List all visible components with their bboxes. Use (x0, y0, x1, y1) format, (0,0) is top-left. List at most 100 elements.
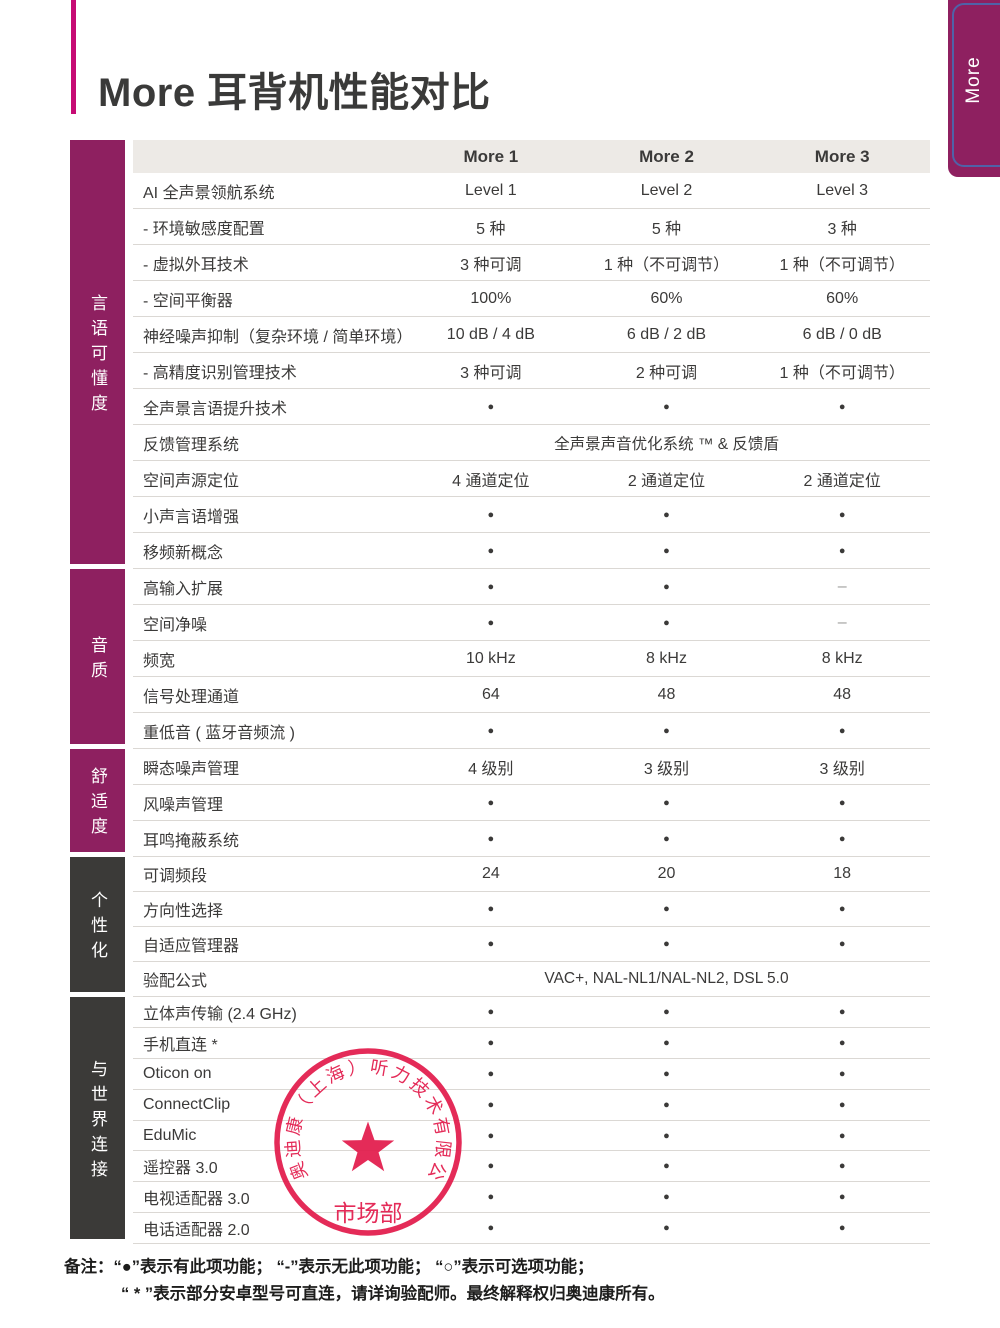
feature-dot: ● (838, 400, 846, 413)
category-label: 音质 (70, 569, 125, 744)
feature-dot: ● (487, 508, 495, 521)
footnote-line-1: 备注：“●”表示有此项功能； “-”表示无此项功能； “○”表示可选项功能； (64, 1258, 594, 1276)
column-header: More 2 (639, 146, 694, 166)
feature-dot: ● (663, 938, 670, 950)
cell-value: 3 级别 (819, 760, 865, 778)
feature-dot: ● (663, 1222, 670, 1235)
feature-dot: ● (487, 400, 495, 413)
feature-dot: ● (487, 1160, 495, 1173)
row-label: 可调频段 (143, 868, 208, 885)
row-label: 反馈管理系统 (143, 436, 240, 454)
footnote-prefix: 备注： (64, 1258, 114, 1276)
cell-value: 20 (657, 865, 676, 882)
table-row: Oticon on ● ● ● (133, 1059, 930, 1090)
row-label: 手机直连 * (143, 1036, 218, 1054)
feature-dot: ● (838, 724, 846, 737)
feature-dot: ● (663, 1160, 670, 1173)
feature-dot: ● (838, 1005, 846, 1018)
table-section: 与世界连接 立体声传输 (2.4 GHz) ● ● ● 手机直连 * ● ● ● Oticon o… (70, 997, 930, 1245)
feature-dot: ● (838, 1067, 846, 1080)
table-section: 言语可懂度 More 1 More 2 More 3 AI 全声景领航系统 Level 1… (70, 140, 930, 569)
footnotes: 备注：“●”表示有此项功能； “-”表示无此项功能； “○”表示可选项功能； “… (64, 1254, 665, 1308)
feature-dot: ● (838, 1036, 846, 1049)
table-row: - 空间平衡器 100% 60% 60% (133, 281, 930, 317)
cell-value: 48 (833, 685, 852, 703)
category-label-text: 舒适度 (88, 767, 107, 842)
table-row: EduMic ● ● ● (133, 1121, 930, 1152)
feature-dot: ● (487, 796, 495, 809)
table-row: 立体声传输 (2.4 GHz) ● ● ● (133, 997, 930, 1028)
cell-value: 4 通道定位 (452, 472, 530, 490)
table-row: 遥控器 3.0 ● ● ● (133, 1151, 930, 1183)
feature-dot: ● (487, 1191, 495, 1204)
cell-value: 1 种（不可调节） (779, 256, 905, 274)
table-row: 手机直连 * ● ● ● (133, 1028, 930, 1059)
row-label: - 空间平衡器 (143, 292, 233, 310)
row-label: 方向性选择 (143, 903, 224, 920)
table-row: 瞬态噪声管理 4 级别 3 级别 3 级别 (133, 749, 930, 785)
feature-dot: ● (663, 1098, 670, 1111)
cell-value: 3 种可调 (460, 256, 522, 274)
cell-value: 64 (481, 685, 500, 703)
cell-value: 6 dB / 0 dB (802, 325, 882, 343)
feature-dot: ● (663, 508, 670, 521)
cell-value: 5 种 (476, 220, 506, 238)
category-label-text: 与世界连接 (88, 1059, 107, 1185)
category-label-text: 音质 (88, 635, 107, 686)
category-label: 与世界连接 (70, 997, 125, 1240)
feature-dot: ● (838, 1191, 846, 1204)
feature-dot: ● (487, 832, 495, 845)
table-row: ConnectClip ● ● ● (133, 1090, 930, 1121)
title-accent-bar (71, 0, 76, 114)
cell-value: 60% (826, 289, 859, 307)
feature-dot: ● (838, 1222, 846, 1235)
column-header: More 3 (814, 146, 870, 166)
cell-value: 10 kHz (465, 649, 516, 667)
cell-value: 3 种 (827, 220, 857, 238)
table-row: 风噪声管理 ● ● ● (133, 785, 930, 821)
cell-value: 24 (481, 865, 500, 882)
row-label: - 虚拟外耳技术 (143, 256, 249, 274)
table-row: 小声言语增强 ● ● ● (133, 497, 930, 533)
table-row: 频宽 10 kHz 8 kHz 8 kHz (133, 641, 930, 677)
table-row: 电视适配器 3.0 ● ● ● (133, 1182, 930, 1214)
table-row: 移频新概念 ● ● ● (133, 533, 930, 569)
row-label: 高输入扩展 (143, 580, 224, 598)
side-tab-label: More (963, 56, 984, 104)
cell-value: 8 kHz (646, 649, 687, 667)
cell-value: 2 通道定位 (627, 472, 706, 490)
feature-dot: ● (663, 796, 670, 809)
feature-dot: ● (487, 724, 495, 737)
row-label: 信号处理通道 (143, 688, 240, 706)
feature-dot: ● (487, 1098, 495, 1111)
row-label: EduMic (143, 1126, 197, 1144)
feature-dot: ● (838, 796, 846, 809)
row-label: 耳鸣掩蔽系统 (143, 832, 240, 850)
feature-dot: ● (663, 1191, 670, 1204)
row-label: 空间净噪 (143, 616, 208, 634)
table-row: - 环境敏感度配置 5 种 5 种 3 种 (133, 209, 930, 245)
row-label: 自适应管理器 (143, 938, 240, 955)
table-row: 自适应管理器 ● ● ● (133, 927, 930, 962)
feature-dot: ● (487, 938, 495, 950)
row-label: 空间声源定位 (143, 472, 240, 490)
feature-dot: ● (487, 903, 495, 915)
feature-dot: ● (838, 1129, 846, 1142)
feature-dot: ● (487, 616, 495, 629)
feature-dot: ● (663, 1067, 670, 1080)
cell-value: 18 (833, 865, 852, 882)
cell-value: 10 dB / 4 dB (446, 325, 535, 343)
category-label: 言语可懂度 (70, 140, 125, 564)
row-label: 小声言语增强 (143, 508, 240, 526)
feature-dot: ● (663, 580, 670, 593)
cell-value: – (837, 577, 847, 595)
row-label: 电话适配器 2.0 (143, 1222, 250, 1240)
cell-value: 4 级别 (468, 760, 514, 778)
row-label: Oticon on (143, 1064, 212, 1082)
feature-dot: ● (487, 1005, 495, 1018)
feature-dot: ● (487, 1222, 495, 1235)
table-section: 舒适度 瞬态噪声管理 4 级别 3 级别 3 级别 风噪声管理 ● ● ● 耳鸣掩蔽系统 ● ● ● (70, 749, 930, 857)
feature-dot: ● (663, 903, 670, 915)
table-row: 方向性选择 ● ● ● (133, 892, 930, 927)
table-header-row: More 1 More 2 More 3 (133, 140, 930, 173)
